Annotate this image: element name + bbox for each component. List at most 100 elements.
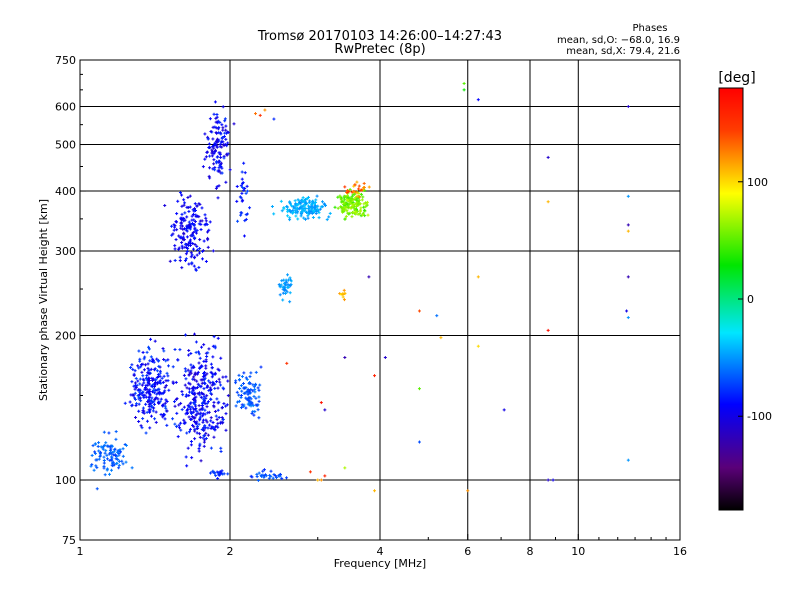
data-point [188, 427, 192, 431]
data-point [356, 199, 360, 203]
data-point [341, 295, 345, 299]
data-point [288, 216, 292, 220]
data-point [140, 426, 144, 430]
data-point [177, 403, 181, 407]
data-point [341, 199, 345, 203]
data-point [198, 251, 202, 255]
data-point [177, 247, 181, 251]
data-point [108, 451, 112, 455]
data-point [248, 399, 252, 403]
data-point [255, 472, 259, 476]
data-point [343, 198, 347, 202]
data-point [154, 381, 158, 385]
data-point [315, 205, 319, 209]
data-point [356, 212, 360, 216]
data-point [219, 155, 223, 159]
data-point [202, 440, 206, 444]
data-point [175, 411, 179, 415]
data-point [130, 404, 134, 408]
data-point [193, 378, 197, 382]
data-point [367, 185, 371, 189]
data-point [146, 381, 150, 385]
data-point [204, 426, 208, 430]
data-point [626, 229, 630, 233]
data-point [213, 346, 217, 350]
data-point [224, 375, 228, 379]
data-point [304, 211, 308, 215]
data-point [133, 391, 137, 395]
data-point [182, 227, 186, 231]
data-point [239, 394, 243, 398]
data-point [241, 182, 245, 186]
data-point [130, 380, 134, 384]
data-point [157, 364, 161, 368]
data-point [358, 208, 362, 212]
data-point [173, 422, 177, 426]
data-point [189, 401, 193, 405]
data-point [152, 391, 156, 395]
data-point [296, 198, 300, 202]
data-point [197, 352, 201, 356]
x-tick-label: 4 [377, 545, 384, 558]
data-point [276, 474, 280, 478]
data-point [148, 409, 152, 413]
data-point [308, 211, 312, 215]
data-point [362, 185, 366, 189]
data-point [185, 464, 189, 468]
data-point [209, 446, 213, 450]
grid-lines [80, 60, 680, 540]
data-point [218, 421, 222, 425]
data-point [198, 219, 202, 223]
data-point [272, 473, 276, 477]
data-point [313, 206, 317, 210]
data-point [151, 400, 155, 404]
data-point [180, 266, 184, 270]
colorbar-tick-label: -100 [747, 410, 772, 423]
data-point [181, 227, 185, 231]
data-point [215, 380, 219, 384]
data-point [141, 406, 145, 410]
data-point [147, 376, 151, 380]
data-point [108, 445, 112, 449]
data-point [158, 400, 162, 404]
data-point [144, 395, 148, 399]
data-point [361, 211, 365, 215]
data-point [102, 459, 106, 463]
data-point [135, 383, 139, 387]
data-point [154, 396, 158, 400]
data-point [252, 385, 256, 389]
data-point [256, 478, 260, 482]
data-point [345, 209, 349, 213]
data-point [192, 400, 196, 404]
data-point [193, 372, 197, 376]
data-point [210, 148, 214, 152]
data-point [134, 385, 138, 389]
x-tick-label: 6 [464, 545, 471, 558]
data-point [187, 381, 191, 385]
data-point [204, 431, 208, 435]
data-point [89, 464, 93, 468]
data-point [350, 202, 354, 206]
data-point [188, 370, 192, 374]
data-point [356, 202, 360, 206]
data-point [202, 426, 206, 430]
data-point [153, 398, 157, 402]
data-point [210, 392, 214, 396]
data-point [244, 217, 248, 221]
data-point [339, 292, 343, 296]
data-point [313, 207, 317, 211]
data-point [626, 275, 630, 279]
data-point [166, 379, 170, 383]
data-point [323, 204, 327, 208]
data-point [215, 424, 219, 428]
x-tick-label: 2 [227, 545, 234, 558]
data-point [220, 145, 224, 149]
data-point [199, 222, 203, 226]
data-point [302, 207, 306, 211]
data-point [312, 209, 316, 213]
data-point [353, 183, 357, 187]
data-point [439, 336, 443, 340]
data-point [206, 230, 210, 234]
data-point [203, 408, 207, 412]
x-tick-label: 16 [673, 545, 687, 558]
